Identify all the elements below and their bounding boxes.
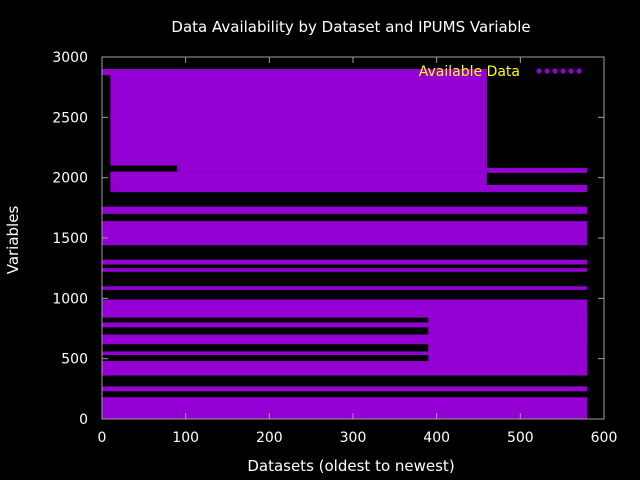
y-tick-label: 3000 — [52, 50, 88, 66]
x-tick-label: 600 — [591, 430, 618, 446]
data-region-16 — [177, 69, 487, 172]
legend-dot — [552, 68, 558, 74]
data-region-11 — [102, 206, 588, 214]
data-region-5 — [102, 322, 588, 328]
data-region-0 — [102, 397, 588, 419]
data-region-3 — [102, 351, 588, 356]
y-tick-label: 500 — [61, 352, 88, 368]
chart-title: Data Availability by Dataset and IPUMS V… — [171, 18, 530, 36]
legend-dot — [576, 68, 582, 74]
data-region-18 — [428, 312, 588, 371]
y-tick-label: 2500 — [52, 110, 88, 126]
y-tick-label: 0 — [79, 412, 88, 428]
legend-marker — [536, 68, 582, 74]
legend-dot — [560, 68, 566, 74]
data-region-9 — [102, 259, 588, 265]
x-tick-label: 300 — [340, 430, 367, 446]
y-tick-label: 1500 — [52, 231, 88, 247]
legend-dot — [568, 68, 574, 74]
x-tick-label: 100 — [172, 430, 199, 446]
data-region-14 — [486, 168, 588, 173]
data-region-1 — [102, 386, 588, 392]
legend-dot — [536, 68, 542, 74]
data-region-4 — [102, 334, 588, 345]
data-region-10 — [102, 221, 588, 246]
x-tick-label: 400 — [423, 430, 450, 446]
legend-entry-label: Available Data — [419, 64, 520, 80]
y-axis-ticks: 0 500 1000 1500 2000 2500 3000 — [52, 50, 604, 428]
legend-dot — [544, 68, 550, 74]
x-axis-ticks: 0 100 200 300 400 500 600 — [98, 57, 618, 446]
data-region-17 — [102, 69, 487, 76]
x-tick-label: 500 — [507, 430, 534, 446]
scatter-points — [102, 69, 588, 419]
data-region-7 — [102, 286, 588, 290]
x-axis-label: Datasets (oldest to newest) — [247, 457, 454, 475]
y-tick-label: 1000 — [52, 291, 88, 307]
data-region-8 — [102, 268, 588, 272]
legend: Available Data — [419, 64, 582, 80]
x-tick-label: 200 — [256, 430, 283, 446]
data-region-12 — [110, 184, 588, 193]
y-axis-label: Variables — [4, 206, 22, 275]
x-tick-label: 0 — [98, 430, 107, 446]
data-region-13 — [110, 171, 487, 185]
y-tick-label: 2000 — [52, 171, 88, 187]
